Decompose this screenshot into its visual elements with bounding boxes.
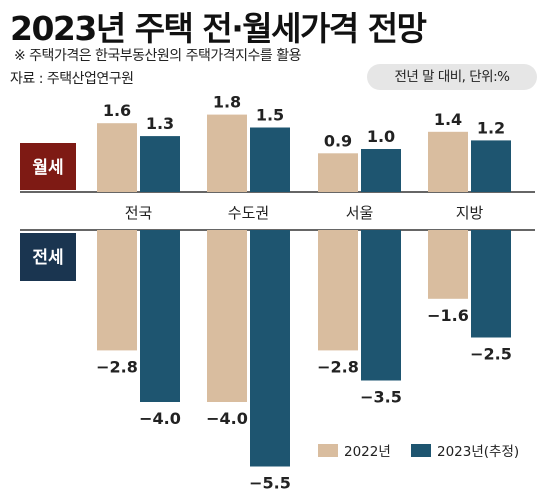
rent-bar <box>471 140 511 192</box>
jeonse-bar <box>471 230 511 338</box>
rent-bar <box>428 131 468 192</box>
category-label: 전국 <box>125 204 153 222</box>
category-label: 지방 <box>456 204 484 222</box>
category-label: 수도권 <box>228 204 269 222</box>
unit-badge: 전년 말 대비, 단위:% <box>367 64 537 90</box>
rent-data-label: 1.4 <box>434 110 462 129</box>
rent-data-label: 0.9 <box>324 131 352 150</box>
rent-bar <box>140 136 180 192</box>
jeonse-bar <box>207 230 247 402</box>
rent-data-label: 1.3 <box>146 114 174 133</box>
legend-label: 2023년(추정) <box>437 444 519 460</box>
rent-data-label: 1.6 <box>103 101 131 120</box>
jeonse-bar <box>140 230 180 402</box>
category-label: 서울 <box>346 204 374 222</box>
rent-bar <box>361 149 401 192</box>
rent-bar <box>318 153 358 192</box>
chart-title: 2023년 주택 전·월세가격 전망 <box>10 9 427 48</box>
jeonse-panel-label: 전세 <box>32 248 63 268</box>
jeonse-bar <box>361 230 401 381</box>
rent-panel-label: 월세 <box>32 158 63 178</box>
chart-note: ※ 주택가격은 한국부동산원의 주택가격지수를 활용 <box>14 48 302 64</box>
jeonse-data-label: −2.5 <box>470 345 512 364</box>
jeonse-data-label: −1.6 <box>427 306 469 325</box>
rent-data-label: 1.2 <box>477 118 505 137</box>
legend-swatch <box>411 444 431 457</box>
rent-bar <box>250 127 290 192</box>
jeonse-bar <box>428 230 468 299</box>
rent-panel-badge <box>20 143 76 190</box>
legend-label: 2022년 <box>344 444 391 460</box>
rent-bar <box>97 123 137 192</box>
rent-bar <box>207 114 247 192</box>
jeonse-panel-badge <box>20 233 76 281</box>
jeonse-data-label: −2.8 <box>96 357 138 376</box>
rent-data-label: 1.8 <box>213 93 241 112</box>
jeonse-bar <box>250 230 290 467</box>
jeonse-data-label: −4.0 <box>206 409 248 428</box>
jeonse-data-label: −5.5 <box>249 474 291 493</box>
jeonse-bar <box>97 230 137 351</box>
legend-swatch <box>318 444 338 457</box>
jeonse-data-label: −4.0 <box>139 409 181 428</box>
jeonse-bar <box>318 230 358 351</box>
rent-data-label: 1.0 <box>367 127 395 146</box>
chart-source: 자료 : 주택산업연구원 <box>10 71 134 87</box>
rent-data-label: 1.5 <box>256 106 284 125</box>
jeonse-data-label: −3.5 <box>360 388 402 407</box>
jeonse-data-label: −2.8 <box>317 357 359 376</box>
